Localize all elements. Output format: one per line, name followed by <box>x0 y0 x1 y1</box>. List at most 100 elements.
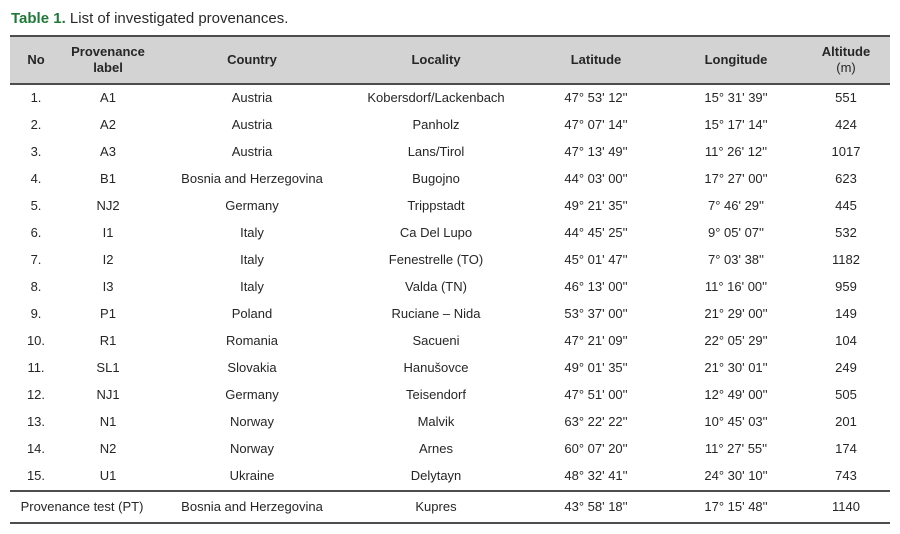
cell-longitude: 11° 26' 12'' <box>670 139 802 166</box>
cell-longitude: 24° 30' 10'' <box>670 463 802 491</box>
table-row: 8. I3 Italy Valda (TN) 46° 13' 00'' 11° 16' 0… <box>10 274 890 301</box>
cell-no: 1. <box>10 84 62 112</box>
cell-latitude: 47° 07' 14'' <box>522 112 670 139</box>
cell-longitude: 17° 27' 00'' <box>670 166 802 193</box>
cell-no: 4. <box>10 166 62 193</box>
cell-country: Italy <box>154 274 350 301</box>
cell-provenance-label: A3 <box>62 139 154 166</box>
cell-longitude: 11° 16' 00'' <box>670 274 802 301</box>
cell-latitude: 46° 13' 00'' <box>522 274 670 301</box>
cell-longitude: 7° 46' 29'' <box>670 193 802 220</box>
cell-provenance-label: A2 <box>62 112 154 139</box>
cell-locality: Sacueni <box>350 328 522 355</box>
cell-no: 11. <box>10 355 62 382</box>
cell-locality: Lans/Tirol <box>350 139 522 166</box>
cell-no: 7. <box>10 247 62 274</box>
table-row: 7. I2 Italy Fenestrelle (TO) 45° 01' 47'' 7° … <box>10 247 890 274</box>
cell-provenance-label: NJ1 <box>62 382 154 409</box>
cell-country: Bosnia and Herzegovina <box>154 166 350 193</box>
footer-cell-locality: Kupres <box>350 490 522 524</box>
cell-latitude: 49° 21' 35'' <box>522 193 670 220</box>
cell-country: Italy <box>154 247 350 274</box>
table-row: 2. A2 Austria Panholz 47° 07' 14'' 15° 17' 14… <box>10 112 890 139</box>
table-row: 1. A1 Austria Kobersdorf/Lackenbach 47° 53' … <box>10 84 890 112</box>
cell-locality: Panholz <box>350 112 522 139</box>
cell-latitude: 47° 51' 00'' <box>522 382 670 409</box>
cell-country: Austria <box>154 139 350 166</box>
cell-locality: Malvik <box>350 409 522 436</box>
cell-altitude: 1182 <box>802 247 890 274</box>
table-row: 11. SL1 Slovakia Hanušovce 49° 01' 35'' 21° 3… <box>10 355 890 382</box>
cell-latitude: 49° 01' 35'' <box>522 355 670 382</box>
cell-latitude: 60° 07' 20'' <box>522 436 670 463</box>
cell-locality: Delytayn <box>350 463 522 491</box>
cell-no: 10. <box>10 328 62 355</box>
table-caption-number: Table 1. <box>11 10 66 27</box>
table-row: 10. R1 Romania Sacueni 47° 21' 09'' 22° 05' 2… <box>10 328 890 355</box>
cell-longitude: 22° 05' 29'' <box>670 328 802 355</box>
footer-row: Provenance test (PT) Bosnia and Herzegov… <box>10 490 890 524</box>
table-row: 3. A3 Austria Lans/Tirol 47° 13' 49'' 11° 26'… <box>10 139 890 166</box>
cell-altitude: 174 <box>802 436 890 463</box>
table-row: 5. NJ2 Germany Trippstadt 49° 21' 35'' 7° 46'… <box>10 193 890 220</box>
cell-provenance-label: I1 <box>62 220 154 247</box>
cell-country: Romania <box>154 328 350 355</box>
col-header-altitude-word: Altitude <box>821 44 871 60</box>
cell-no: 13. <box>10 409 62 436</box>
cell-locality: Teisendorf <box>350 382 522 409</box>
cell-latitude: 44° 03' 00'' <box>522 166 670 193</box>
cell-locality: Bugojno <box>350 166 522 193</box>
cell-no: 9. <box>10 301 62 328</box>
cell-provenance-label: N1 <box>62 409 154 436</box>
cell-no: 5. <box>10 193 62 220</box>
cell-altitude: 249 <box>802 355 890 382</box>
cell-locality: Trippstadt <box>350 193 522 220</box>
col-header-locality: Locality <box>350 35 522 85</box>
table-row: 9. P1 Poland Ruciane – Nida 53° 37' 00'' 21° … <box>10 301 890 328</box>
cell-longitude: 9° 05' 07'' <box>670 220 802 247</box>
cell-latitude: 47° 53' 12'' <box>522 84 670 112</box>
cell-country: Austria <box>154 84 350 112</box>
cell-altitude: 104 <box>802 328 890 355</box>
cell-country: Italy <box>154 220 350 247</box>
cell-locality: Kobersdorf/Lackenbach <box>350 84 522 112</box>
cell-provenance-label: U1 <box>62 463 154 491</box>
cell-provenance-label: N2 <box>62 436 154 463</box>
cell-provenance-label: A1 <box>62 84 154 112</box>
table-row: 13. N1 Norway Malvik 63° 22' 22'' 10° 45' 03'… <box>10 409 890 436</box>
cell-altitude: 623 <box>802 166 890 193</box>
cell-no: 15. <box>10 463 62 491</box>
table-row: 15. U1 Ukraine Delytayn 48° 32' 41'' 24° 30' … <box>10 463 890 491</box>
cell-longitude: 21° 29' 00'' <box>670 301 802 328</box>
cell-no: 14. <box>10 436 62 463</box>
cell-altitude: 445 <box>802 193 890 220</box>
table-footer: Provenance test (PT) Bosnia and Herzegov… <box>10 490 890 524</box>
cell-locality: Hanušovce <box>350 355 522 382</box>
cell-locality: Valda (TN) <box>350 274 522 301</box>
cell-latitude: 47° 21' 09'' <box>522 328 670 355</box>
cell-provenance-label: NJ2 <box>62 193 154 220</box>
cell-longitude: 7° 03' 38'' <box>670 247 802 274</box>
cell-country: Norway <box>154 436 350 463</box>
cell-provenance-label: R1 <box>62 328 154 355</box>
cell-latitude: 47° 13' 49'' <box>522 139 670 166</box>
cell-country: Germany <box>154 193 350 220</box>
cell-latitude: 48° 32' 41'' <box>522 463 670 491</box>
table-caption-text: List of investigated provenances. <box>65 10 289 27</box>
col-header-altitude: Altitude (m) <box>802 35 890 85</box>
col-header-longitude: Longitude <box>670 35 802 85</box>
col-header-no: No <box>10 35 62 85</box>
header-row: No Provenance label Country Locality Lat… <box>10 35 890 85</box>
cell-country: Germany <box>154 382 350 409</box>
table-row: 4. B1 Bosnia and Herzegovina Bugojno 44° 03'… <box>10 166 890 193</box>
cell-provenance-label: P1 <box>62 301 154 328</box>
cell-country: Ukraine <box>154 463 350 491</box>
cell-longitude: 11° 27' 55'' <box>670 436 802 463</box>
cell-longitude: 15° 31' 39'' <box>670 84 802 112</box>
cell-provenance-label: I3 <box>62 274 154 301</box>
cell-locality: Fenestrelle (TO) <box>350 247 522 274</box>
cell-latitude: 44° 45' 25'' <box>522 220 670 247</box>
cell-provenance-label: B1 <box>62 166 154 193</box>
cell-no: 2. <box>10 112 62 139</box>
